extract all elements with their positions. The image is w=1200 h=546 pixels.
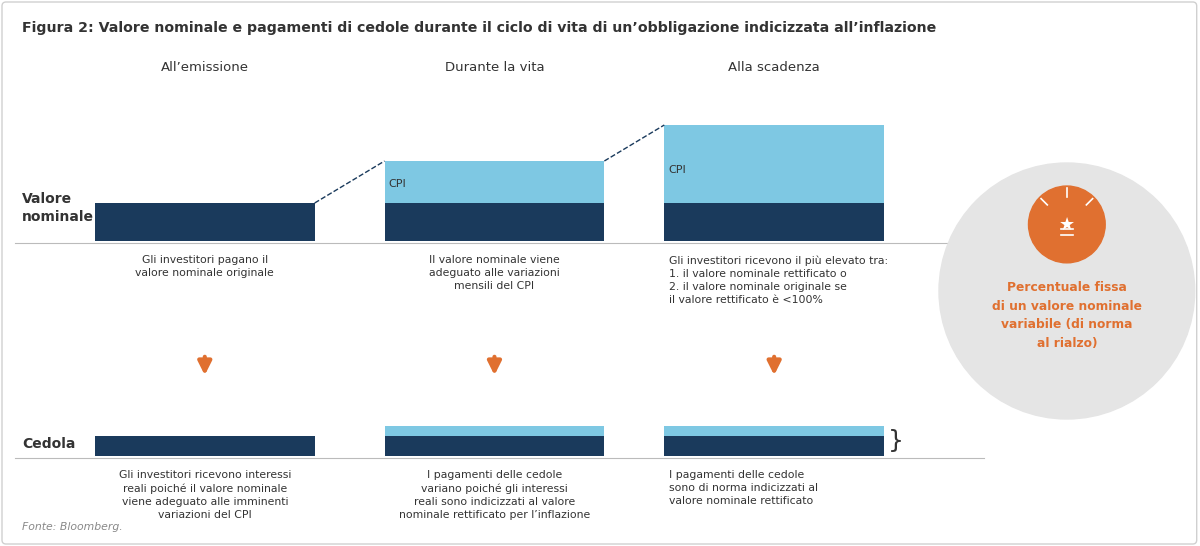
Text: Durante la vita: Durante la vita bbox=[445, 61, 545, 74]
Bar bbox=[665, 436, 884, 456]
Text: I pagamenti delle cedole
variano poiché gli interessi
reali sono indicizzati al : I pagamenti delle cedole variano poiché … bbox=[398, 470, 590, 520]
Text: CPI: CPI bbox=[668, 165, 686, 175]
Text: ★: ★ bbox=[1058, 216, 1075, 234]
Text: Gli investitori ricevono il più elevato tra:
1. il valore nominale rettificato o: Gli investitori ricevono il più elevato … bbox=[670, 255, 888, 305]
Circle shape bbox=[938, 163, 1195, 419]
Text: Gli investitori ricevono interessi
reali poiché il valore nominale
viene adeguat: Gli investitori ricevono interessi reali… bbox=[119, 470, 290, 520]
Text: Alla scadenza: Alla scadenza bbox=[728, 61, 820, 74]
Text: Fonte: Bloomberg.: Fonte: Bloomberg. bbox=[22, 522, 122, 532]
Text: Gli investitori pagano il
valore nominale originale: Gli investitori pagano il valore nominal… bbox=[136, 255, 274, 278]
Text: CPI: CPI bbox=[389, 179, 407, 189]
Bar bbox=[665, 203, 884, 241]
Text: }: } bbox=[888, 429, 904, 453]
Bar bbox=[384, 436, 605, 456]
Text: Valore
nominale: Valore nominale bbox=[22, 192, 94, 224]
Text: Figura 2: Valore nominale e pagamenti di cedole durante il ciclo di vita di un’o: Figura 2: Valore nominale e pagamenti di… bbox=[22, 21, 936, 35]
Text: Cedola: Cedola bbox=[22, 437, 76, 451]
Text: I pagamenti delle cedole
sono di norma indicizzati al
valore nominale rettificat: I pagamenti delle cedole sono di norma i… bbox=[670, 470, 818, 506]
Bar bbox=[95, 436, 314, 456]
Text: Il valore nominale viene
adeguato alle variazioni
mensili del CPI: Il valore nominale viene adeguato alle v… bbox=[430, 255, 560, 292]
Bar bbox=[384, 426, 605, 436]
Bar bbox=[665, 125, 884, 203]
Bar bbox=[384, 161, 605, 203]
Bar bbox=[384, 203, 605, 241]
Text: Percentuale fissa
di un valore nominale
variabile (di norma
al rialzo): Percentuale fissa di un valore nominale … bbox=[992, 281, 1142, 349]
Bar bbox=[95, 203, 314, 241]
Text: All’emissione: All’emissione bbox=[161, 61, 248, 74]
Bar bbox=[665, 426, 884, 436]
Circle shape bbox=[1028, 186, 1105, 263]
